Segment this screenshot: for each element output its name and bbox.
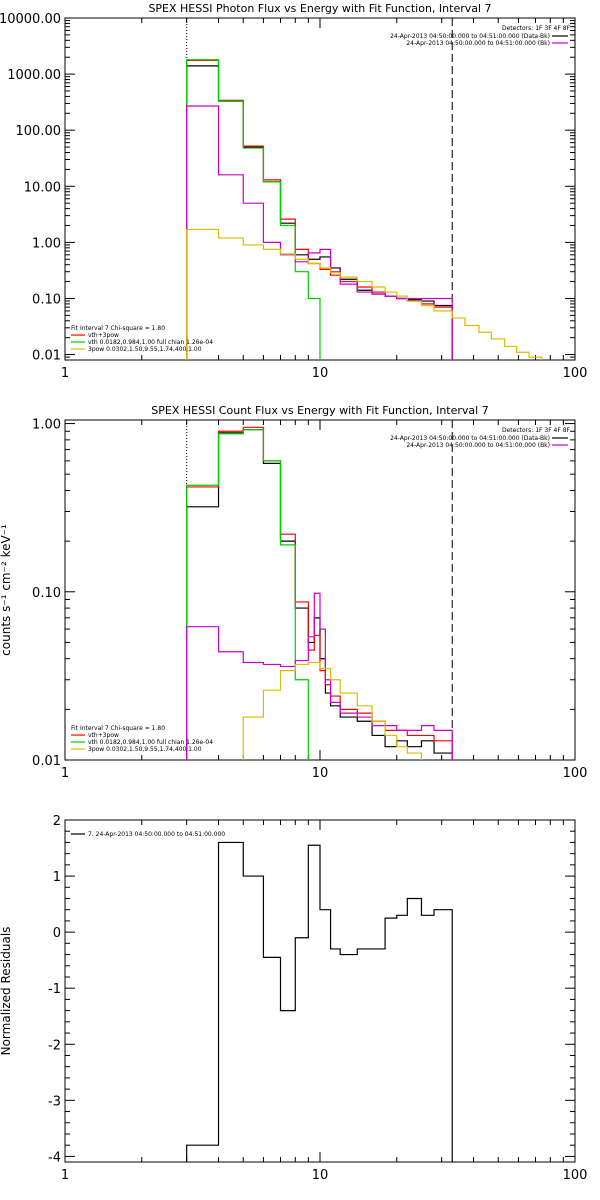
- x-tick-label: 10: [312, 1168, 329, 1183]
- y-axis-label: counts s⁻¹ cm⁻² keV⁻¹: [0, 524, 13, 656]
- y-tick-label: 1.00: [32, 236, 61, 251]
- y-tick-label: 10.00: [24, 180, 61, 195]
- legend-entry-label: 3pow 0.0302,1.50,9.55,1.74,400,1.00: [88, 346, 202, 353]
- legend-entry-label: 24-Apr-2013 04:50:00.000 to 04:51:00.000…: [406, 442, 550, 449]
- y-axis: 0.01 0.10 1.00 10.00 100.00 1000.00 10000.00: [0, 12, 575, 364]
- x-axis: 1 10 100: [61, 820, 588, 1183]
- legend-left: Fit Interval 7 Chi-square = 1.80vth+3pow…: [71, 725, 213, 753]
- legend-entry-label: vth 0.0182,0.984,1.00 full chian 1.26e-0…: [88, 739, 213, 746]
- y-axis: -4 -3 -2 -1 0 1 2: [48, 814, 575, 1165]
- y-tick-label: 0.01: [32, 349, 61, 364]
- legend-entry-label: vth+3pow: [88, 332, 119, 339]
- series-3pow: [242, 661, 423, 760]
- x-tick-label: 100: [563, 1168, 588, 1183]
- legend-entry-label: 3pow 0.0302,1.50,9.55,1.74,400,1.00: [88, 746, 202, 753]
- x-axis: 1 10 100: [61, 420, 588, 781]
- series-3pow: [186, 228, 543, 360]
- y-tick-label: 0.10: [32, 586, 61, 601]
- legend-left: 7. 24-Apr-2013 04:50:00.000 to 04:51:00.…: [71, 831, 225, 838]
- y-tick-label: 1000.00: [7, 68, 61, 83]
- x-tick-label: 1: [61, 366, 69, 381]
- series-bk: [186, 105, 453, 360]
- legend-entry-label: 24-Apr-2013 04:50:00.000 to 04:51:00.000…: [390, 33, 550, 40]
- legend-entry-label: vth+3pow: [88, 732, 119, 739]
- y-tick-label: -1: [48, 982, 61, 997]
- series-data-bk: [186, 65, 453, 360]
- chart-panel-3: Normalized Residuals 1 10 100 -4 -3 -2 -1 0 1 2 7. …: [0, 814, 587, 1183]
- y-tick-label: -3: [48, 1094, 61, 1109]
- legend-entry-label: vth 0.0182,0.984,1.00 full chian 1.26e-0…: [88, 339, 213, 346]
- y-tick-label: 0.01: [32, 754, 61, 769]
- legend-entry-label: 24-Apr-2013 04:50:00.000 to 04:51:00.000…: [406, 40, 550, 47]
- series-bk: [186, 592, 453, 760]
- series-vth: [186, 59, 321, 360]
- chart-title: SPEX HESSI Count Flux vs Energy with Fit…: [151, 404, 488, 417]
- x-tick-label: 1: [61, 1168, 69, 1183]
- y-tick-label: 100.00: [16, 124, 62, 139]
- y-axis-label: Normalized Residuals: [0, 927, 13, 1056]
- chart-panel-2: SPEX HESSI Count Flux vs Energy with Fit…: [0, 404, 587, 781]
- x-tick-label: 100: [563, 366, 588, 381]
- series-residuals: [186, 841, 453, 1162]
- y-tick-label: 1.00: [32, 418, 61, 433]
- legend-header: Detectors: 1F 3F 4F 8F: [502, 427, 571, 434]
- legend-entry-label: 7. 24-Apr-2013 04:50:00.000 to 04:51:00.…: [88, 831, 225, 838]
- y-tick-label: 2: [53, 814, 61, 829]
- legend-header: Fit Interval 7 Chi-square = 1.80: [71, 325, 165, 332]
- legend-header: Fit Interval 7 Chi-square = 1.80: [71, 725, 165, 732]
- y-tick-label: 0.10: [32, 292, 61, 307]
- legend-header: Detectors: 1F 3F 4F 8F: [502, 25, 571, 32]
- series-vth: [186, 429, 309, 760]
- legend-left: Fit Interval 7 Chi-square = 1.80vth+3pow…: [71, 325, 213, 353]
- x-tick-label: 100: [563, 766, 588, 781]
- plot-frame: [64, 419, 576, 761]
- x-tick-label: 10: [312, 766, 329, 781]
- y-axis: 0.01 0.10 1.00: [32, 418, 575, 769]
- y-tick-label: -4: [48, 1150, 61, 1165]
- y-tick-label: -2: [48, 1038, 61, 1053]
- x-tick-label: 10: [312, 366, 329, 381]
- y-tick-label: 1: [53, 870, 61, 885]
- y-tick-label: 0: [53, 926, 61, 941]
- y-tick-label: 10000.00: [0, 12, 61, 27]
- x-tick-label: 1: [61, 766, 69, 781]
- x-axis: 1 10 100: [61, 18, 588, 381]
- chart-panel-1: SPEX HESSI Photon Flux vs Energy with Fi…: [0, 2, 587, 381]
- chart-title: SPEX HESSI Photon Flux vs Energy with Fi…: [148, 2, 491, 15]
- legend-entry-label: 24-Apr-2013 04:50:00.000 to 04:51:00.000…: [390, 435, 550, 442]
